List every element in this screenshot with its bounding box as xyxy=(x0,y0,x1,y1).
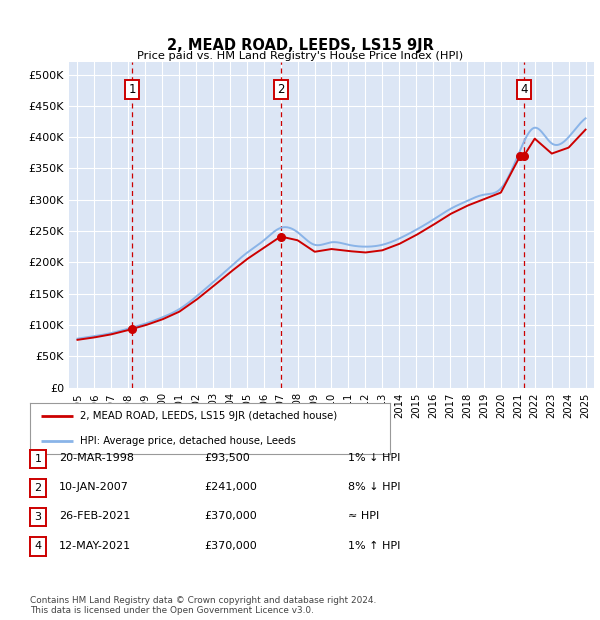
Text: 26-FEB-2021: 26-FEB-2021 xyxy=(59,512,130,521)
Text: 1% ↓ HPI: 1% ↓ HPI xyxy=(348,453,400,463)
Text: £93,500: £93,500 xyxy=(204,453,250,463)
Text: 4: 4 xyxy=(35,541,41,551)
Text: HPI: Average price, detached house, Leeds: HPI: Average price, detached house, Leed… xyxy=(80,436,296,446)
Text: 1: 1 xyxy=(128,83,136,96)
Text: 2, MEAD ROAD, LEEDS, LS15 9JR (detached house): 2, MEAD ROAD, LEEDS, LS15 9JR (detached … xyxy=(80,410,338,421)
Text: 2: 2 xyxy=(35,483,41,493)
Text: £241,000: £241,000 xyxy=(204,482,257,492)
Text: Price paid vs. HM Land Registry's House Price Index (HPI): Price paid vs. HM Land Registry's House … xyxy=(137,51,463,61)
Text: 4: 4 xyxy=(520,83,527,96)
Text: 12-MAY-2021: 12-MAY-2021 xyxy=(59,541,131,551)
Text: 1% ↑ HPI: 1% ↑ HPI xyxy=(348,541,400,551)
Text: 20-MAR-1998: 20-MAR-1998 xyxy=(59,453,134,463)
Text: £370,000: £370,000 xyxy=(204,541,257,551)
Text: 3: 3 xyxy=(35,512,41,522)
Text: ≈ HPI: ≈ HPI xyxy=(348,512,379,521)
Text: 2, MEAD ROAD, LEEDS, LS15 9JR: 2, MEAD ROAD, LEEDS, LS15 9JR xyxy=(167,38,433,53)
Text: 2: 2 xyxy=(277,83,285,96)
Text: 10-JAN-2007: 10-JAN-2007 xyxy=(59,482,128,492)
Text: 8% ↓ HPI: 8% ↓ HPI xyxy=(348,482,401,492)
Text: Contains HM Land Registry data © Crown copyright and database right 2024.
This d: Contains HM Land Registry data © Crown c… xyxy=(30,596,376,615)
Text: 1: 1 xyxy=(35,454,41,464)
Text: £370,000: £370,000 xyxy=(204,512,257,521)
